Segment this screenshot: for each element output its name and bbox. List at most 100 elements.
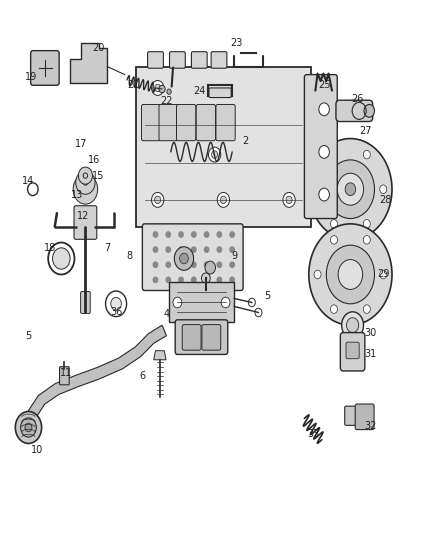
FancyBboxPatch shape [136, 67, 311, 227]
Circle shape [319, 188, 329, 201]
Circle shape [153, 232, 158, 237]
Text: 33: 33 [307, 430, 319, 439]
Wedge shape [78, 167, 92, 184]
Text: 8: 8 [126, 251, 132, 261]
Circle shape [205, 232, 209, 237]
Text: 18: 18 [44, 243, 57, 253]
Text: 32: 32 [364, 422, 376, 431]
Text: 20: 20 [92, 43, 105, 53]
FancyBboxPatch shape [142, 224, 243, 290]
Circle shape [345, 183, 356, 196]
Circle shape [326, 245, 374, 304]
Circle shape [286, 196, 292, 204]
Text: 9: 9 [231, 251, 237, 261]
Circle shape [208, 147, 221, 162]
Text: 26: 26 [351, 94, 363, 103]
FancyBboxPatch shape [346, 342, 359, 359]
Text: 6: 6 [139, 371, 145, 381]
Text: 19: 19 [25, 72, 37, 82]
Text: 31: 31 [364, 350, 376, 359]
Text: 36: 36 [110, 307, 122, 317]
Circle shape [201, 273, 210, 284]
Text: 7: 7 [104, 243, 110, 253]
Circle shape [21, 418, 36, 437]
Circle shape [217, 262, 222, 268]
Polygon shape [70, 43, 107, 83]
Text: 13: 13 [71, 190, 83, 199]
Text: 14: 14 [22, 176, 35, 186]
Polygon shape [24, 325, 166, 426]
Circle shape [205, 262, 209, 268]
Circle shape [155, 196, 161, 204]
Circle shape [330, 220, 337, 228]
Circle shape [380, 270, 387, 279]
Circle shape [363, 236, 370, 244]
Text: 11: 11 [60, 368, 72, 378]
Circle shape [111, 297, 121, 310]
Circle shape [342, 312, 364, 338]
Circle shape [230, 277, 234, 282]
Circle shape [15, 411, 42, 443]
Circle shape [192, 232, 196, 237]
Polygon shape [154, 351, 166, 360]
Circle shape [166, 277, 170, 282]
FancyBboxPatch shape [148, 52, 163, 68]
Circle shape [380, 185, 387, 193]
Text: 23: 23 [230, 38, 243, 47]
Circle shape [283, 192, 295, 207]
Circle shape [166, 247, 170, 252]
FancyBboxPatch shape [177, 104, 196, 141]
Circle shape [221, 297, 230, 308]
Circle shape [314, 270, 321, 279]
FancyBboxPatch shape [345, 406, 358, 425]
Circle shape [166, 232, 170, 237]
Circle shape [153, 277, 158, 282]
FancyBboxPatch shape [340, 333, 365, 371]
Text: 2: 2 [242, 136, 248, 146]
Circle shape [217, 232, 222, 237]
Circle shape [309, 139, 392, 240]
Text: 21: 21 [127, 80, 140, 90]
Circle shape [314, 185, 321, 193]
Circle shape [25, 423, 32, 432]
Circle shape [153, 262, 158, 268]
Text: 5: 5 [264, 291, 270, 301]
Text: 16: 16 [88, 155, 100, 165]
Circle shape [326, 160, 374, 219]
FancyBboxPatch shape [170, 52, 185, 68]
FancyBboxPatch shape [141, 104, 161, 141]
Text: 10: 10 [31, 446, 43, 455]
Text: 22: 22 [160, 96, 173, 106]
Circle shape [330, 305, 337, 313]
Circle shape [179, 277, 183, 282]
Circle shape [230, 247, 234, 252]
Circle shape [192, 247, 196, 252]
Circle shape [363, 305, 370, 313]
Circle shape [217, 247, 222, 252]
FancyBboxPatch shape [336, 100, 373, 122]
Text: 15: 15 [92, 171, 105, 181]
FancyBboxPatch shape [211, 52, 227, 68]
FancyBboxPatch shape [81, 292, 90, 313]
FancyBboxPatch shape [209, 88, 231, 98]
FancyBboxPatch shape [196, 104, 215, 141]
Circle shape [180, 253, 188, 264]
FancyBboxPatch shape [216, 104, 235, 141]
FancyBboxPatch shape [74, 206, 97, 239]
FancyBboxPatch shape [191, 52, 207, 68]
FancyBboxPatch shape [182, 325, 201, 350]
Text: 29: 29 [377, 270, 389, 279]
Circle shape [179, 262, 183, 268]
FancyBboxPatch shape [202, 325, 221, 350]
Circle shape [319, 103, 329, 116]
Circle shape [330, 150, 338, 159]
Circle shape [166, 262, 170, 268]
Circle shape [179, 232, 183, 237]
Circle shape [152, 192, 164, 207]
Circle shape [173, 297, 182, 308]
Text: 30: 30 [364, 328, 376, 338]
Circle shape [212, 151, 218, 158]
Text: 24: 24 [193, 86, 205, 95]
Circle shape [364, 104, 374, 117]
Text: 28: 28 [379, 195, 392, 205]
